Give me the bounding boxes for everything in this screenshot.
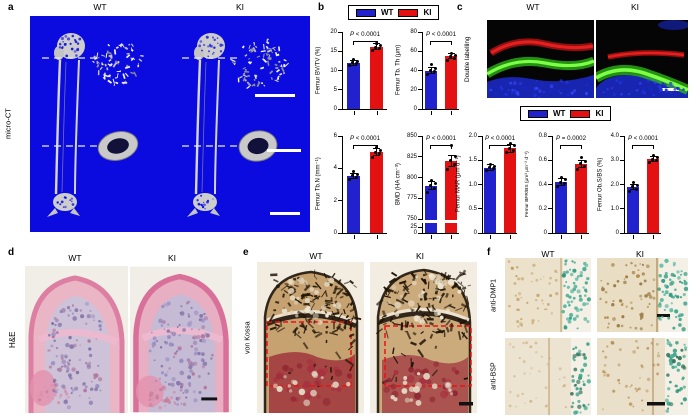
roi-box (384, 325, 472, 387)
panel-f-col-ki: KI (635, 249, 645, 259)
panel-a-letter: a (8, 2, 14, 13)
scale-bar (255, 94, 301, 215)
anti-bsp-wt-image (505, 338, 591, 415)
panel-d-col-ki: KI (167, 253, 177, 263)
wt-color-swatch (356, 8, 376, 17)
femur-wt (47, 33, 85, 217)
double-labelling-wt-image (487, 20, 594, 98)
panel-e-side-label: von Kossa (244, 321, 252, 354)
chart-femur-obs: 0 1.0 2.0 3.0 4.0 P < 0.0001 Femur Ob.S/BS (%) (594, 126, 664, 242)
legend-panel-b: WT KI (348, 5, 440, 20)
panel-d-letter: d (8, 247, 15, 258)
cortical-ring-ki (238, 130, 278, 162)
scale-bar (647, 402, 665, 406)
panel-d-col-wt: WT (68, 253, 82, 263)
scale-bar (459, 402, 473, 406)
panel-d-side-label: H&E (8, 331, 17, 348)
panel-a-side-label: micro-CT (3, 108, 13, 140)
scale-bar (201, 397, 218, 401)
double-labelling-ki-image (596, 20, 688, 98)
von-kossa-ki-image (370, 262, 477, 413)
panel-a-col-ki: KI (235, 2, 245, 12)
scale-bar (662, 88, 679, 91)
chart-femur-bfr: 0 0.2 0.4 0.6 0.8 P = 0.0002 Femur BFR/BS (μm³… (522, 126, 592, 242)
anti-bsp-ki-image (597, 338, 688, 415)
legend-ki-label: KI (423, 8, 432, 17)
anti-dmp1-ki-image (597, 258, 688, 332)
anti-dmp1-wt-image (505, 258, 591, 332)
panel-f-letter: f (487, 247, 491, 258)
panel-a-col-wt: WT (93, 2, 107, 12)
panel-e-letter: e (243, 247, 249, 258)
legend-panel-c: WT KI (520, 106, 612, 121)
panel-f-row-dmp1-label: anti-DMP1 (490, 278, 498, 312)
panel-f-col-wt: WT (541, 249, 555, 259)
microct-image (30, 16, 310, 232)
chart-femur-bvtv: 0 5 10 15 20 P < 0.0001 Femur BV/TV (%) (312, 22, 390, 118)
wt-color-swatch (528, 109, 548, 118)
von-kossa-wt-image (257, 262, 364, 413)
chart-bmd: 750 775 800 825 850 25 0 P < 0.0001 BMD (HA cm⁻³… (392, 126, 462, 242)
panel-c-col-ki: KI (630, 2, 640, 12)
panel-c-letter: c (457, 2, 463, 13)
he-wt-image (25, 266, 128, 413)
he-ki-image (130, 266, 232, 413)
panel-b-letter: b (318, 2, 325, 13)
panel-f-row-bsp-label: anti-BSP (490, 362, 498, 391)
legend-wt-label: WT (553, 109, 566, 118)
cut-lines (42, 57, 242, 147)
chart-femur-tbth: 0 20 40 60 80 P < 0.0001 Femur Tb. Th (μm) (392, 22, 462, 118)
panel-c-side-label: Double labelling (463, 36, 471, 82)
legend-ki-label: KI (595, 109, 604, 118)
legend-wt-label: WT (381, 8, 394, 17)
panel-e-col-wt: WT (309, 251, 323, 261)
panel-c-col-wt: WT (526, 2, 540, 12)
ki-color-swatch (570, 109, 591, 118)
scale-bar (657, 314, 670, 317)
cortical-ring-wt (97, 131, 139, 161)
panel-e-col-ki: KI (415, 251, 425, 261)
ki-color-swatch (398, 8, 419, 17)
chart-femur-mar: 0 0.5 1.0 1.5 2.0 P < 0.0001 Femur MAR (μm d⁻¹… (452, 126, 520, 242)
